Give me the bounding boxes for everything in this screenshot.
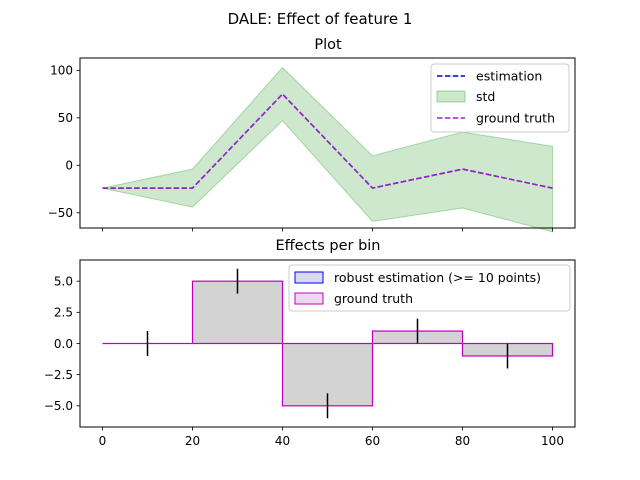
legend-estimation-label: estimation <box>476 69 542 84</box>
legend-std-swatch <box>436 90 466 103</box>
bottom-x-tick-label: 60 <box>365 434 380 448</box>
top-plot: Plot 100 50 0 −50 estimation std ground tru… <box>48 37 576 233</box>
top-y-tick-label: 100 <box>50 64 73 78</box>
legend-ground-truth-label: ground truth <box>476 111 555 126</box>
bottom-x-tick-label: 0 <box>99 434 107 448</box>
bottom-x-tick-label: 80 <box>455 434 470 448</box>
bottom-y-tick-label: 2.5 <box>54 306 73 320</box>
legend-std-label: std <box>476 89 495 104</box>
top-plot-legend: estimation std ground truth <box>430 63 570 133</box>
std-band <box>102 66 553 233</box>
bottom-plot-title: Effects per bin <box>275 238 380 254</box>
top-legend-frame <box>430 63 570 133</box>
top-plot-frame <box>79 57 576 229</box>
ground-truth-line <box>102 93 553 189</box>
top-plot-axes: 100 50 0 −50 <box>48 64 553 232</box>
bottom-y-tick-label: 5.0 <box>54 274 73 288</box>
bottom-x-tick-label: 100 <box>541 434 564 448</box>
legend-robust-estimation-label: robust estimation (>= 10 points) <box>334 270 541 285</box>
figure-title: DALE: Effect of feature 1 <box>228 10 413 28</box>
legend-ground-truth-bin-label: ground truth <box>334 291 413 306</box>
bottom-plot-legend: robust estimation (>= 10 points) ground … <box>288 264 571 312</box>
bottom-y-tick-label: −2.5 <box>44 368 73 382</box>
legend-robust-estimation-swatch <box>294 271 324 284</box>
top-y-tick-label: −50 <box>48 206 73 220</box>
bottom-y-tick-label: 0.0 <box>54 337 73 351</box>
bottom-legend-frame <box>288 264 571 312</box>
top-plot-title: Plot <box>314 37 342 53</box>
bottom-plot: Effects per bin 5.0 2.5 0.0 −2.5 −5.0 0 20 40 60… <box>44 238 576 448</box>
top-y-tick-label: 50 <box>58 111 73 125</box>
bottom-plot-axes: 5.0 2.5 0.0 −2.5 −5.0 0 20 40 60 80 100 <box>44 274 564 448</box>
bottom-x-tick-label: 40 <box>275 434 290 448</box>
bottom-x-tick-label: 20 <box>185 434 200 448</box>
bottom-y-tick-label: −5.0 <box>44 399 73 413</box>
bottom-plot-marks <box>102 268 554 419</box>
legend-ground-truth-bin-swatch <box>294 292 324 305</box>
top-plot-marks <box>102 66 553 233</box>
top-y-tick-label: 0 <box>65 159 73 173</box>
